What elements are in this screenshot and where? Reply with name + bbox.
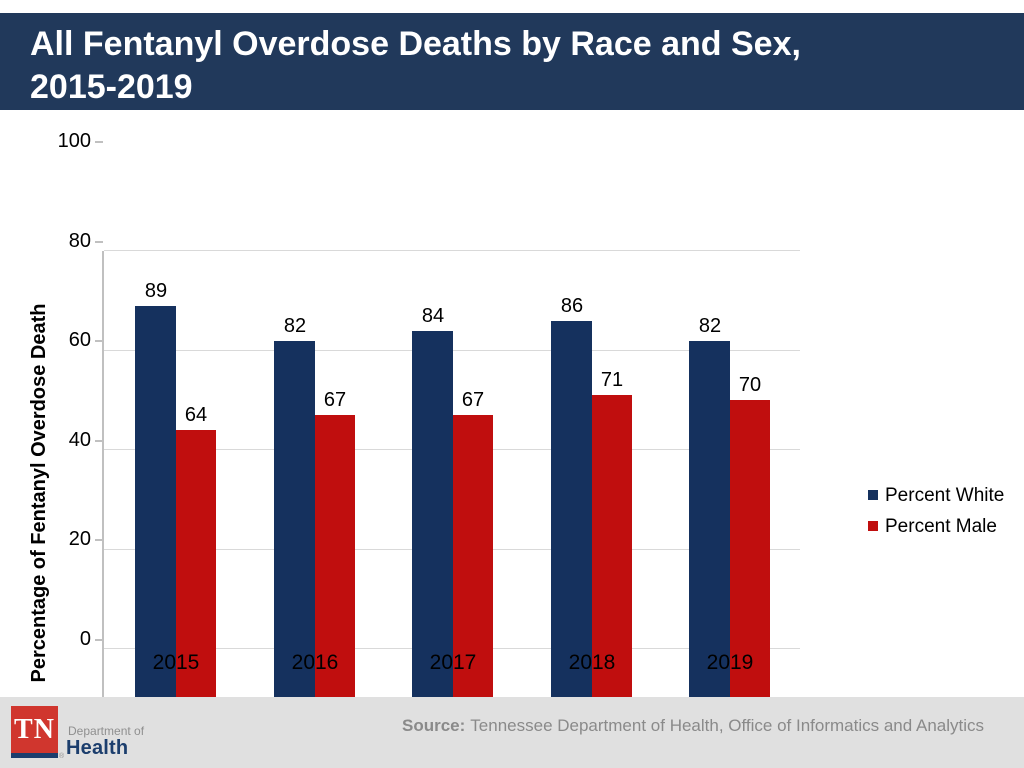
value-label: 84 — [421, 305, 445, 327]
y-tick-label: 20 — [68, 528, 91, 551]
bar-percent-white-2019 — [689, 341, 730, 749]
x-tick-label: 2016 — [291, 651, 339, 674]
bar-percent-white-2015 — [135, 306, 176, 749]
tn-logo-abbr: TN — [14, 713, 55, 745]
y-tick-label: 100 — [57, 130, 91, 152]
value-label: 86 — [560, 295, 584, 317]
bar-percent-white-2016 — [274, 341, 315, 749]
tn-logo-underline — [11, 753, 58, 758]
source-note: Source: Tennessee Department of Health, O… — [402, 716, 984, 736]
plot-area: 89 64 82 67 84 67 86 71 82 70 — [102, 250, 802, 751]
y-tick-label: 40 — [68, 428, 91, 451]
value-label: 70 — [738, 374, 762, 396]
y-tick-label: 80 — [68, 229, 91, 252]
value-label: 67 — [461, 389, 485, 411]
gridline — [104, 250, 800, 251]
slide-title-line2: 2015-2019 — [30, 68, 193, 106]
legend-swatch — [868, 490, 878, 500]
legend: Percent White Percent Male — [868, 485, 1004, 547]
value-label: 89 — [144, 280, 168, 302]
x-tick-label: 2015 — [152, 651, 200, 674]
x-tick-label: 2017 — [429, 651, 477, 674]
y-tick-label: 60 — [68, 329, 91, 352]
registered-trademark: ® — [59, 753, 65, 760]
slide-title-banner: All Fentanyl Overdose Deaths by Race and… — [0, 13, 1024, 110]
legend-label: Percent Male — [885, 516, 997, 537]
y-tick-mark — [95, 340, 103, 343]
value-label: 71 — [600, 369, 624, 391]
legend-label: Percent White — [885, 485, 1005, 506]
footer: TN ® Department of Health Source: Tenness… — [0, 697, 1024, 768]
tn-logo-mark: TN — [11, 706, 58, 753]
y-tick-mark — [95, 539, 103, 542]
x-tick-label: 2018 — [568, 651, 616, 674]
value-label: 67 — [323, 389, 347, 411]
y-tick-mark — [95, 639, 103, 641]
bar-chart: Percentage of Fentanyl Overdose Death 89… — [0, 110, 1024, 751]
bar-percent-male-2016 — [315, 415, 355, 749]
y-tick-mark — [95, 439, 103, 442]
source-text: Tennessee Department of Health, Office o… — [470, 716, 985, 735]
value-label: 82 — [283, 315, 307, 337]
bar-percent-male-2019 — [730, 400, 770, 749]
legend-item: Percent Male — [868, 516, 1004, 538]
x-tick-label: 2019 — [706, 651, 754, 674]
value-label: 82 — [698, 315, 722, 337]
bar-percent-male-2018 — [592, 395, 632, 749]
source-label: Source: — [402, 716, 466, 735]
y-tick-mark — [95, 141, 103, 143]
logo-department-of: Department of — [68, 724, 145, 738]
bar-percent-white-2018 — [551, 321, 592, 749]
y-tick-mark — [95, 240, 103, 243]
value-label: 64 — [184, 404, 208, 426]
bar-percent-white-2017 — [412, 331, 453, 749]
legend-item: Percent White — [868, 485, 1004, 507]
y-tick-label: 0 — [79, 628, 91, 650]
logo-health: Health — [66, 737, 129, 759]
legend-swatch — [868, 521, 878, 531]
bar-percent-male-2017 — [453, 415, 493, 749]
slide-title-line1: All Fentanyl Overdose Deaths by Race and… — [30, 25, 801, 63]
bar-percent-male-2015 — [176, 430, 216, 749]
